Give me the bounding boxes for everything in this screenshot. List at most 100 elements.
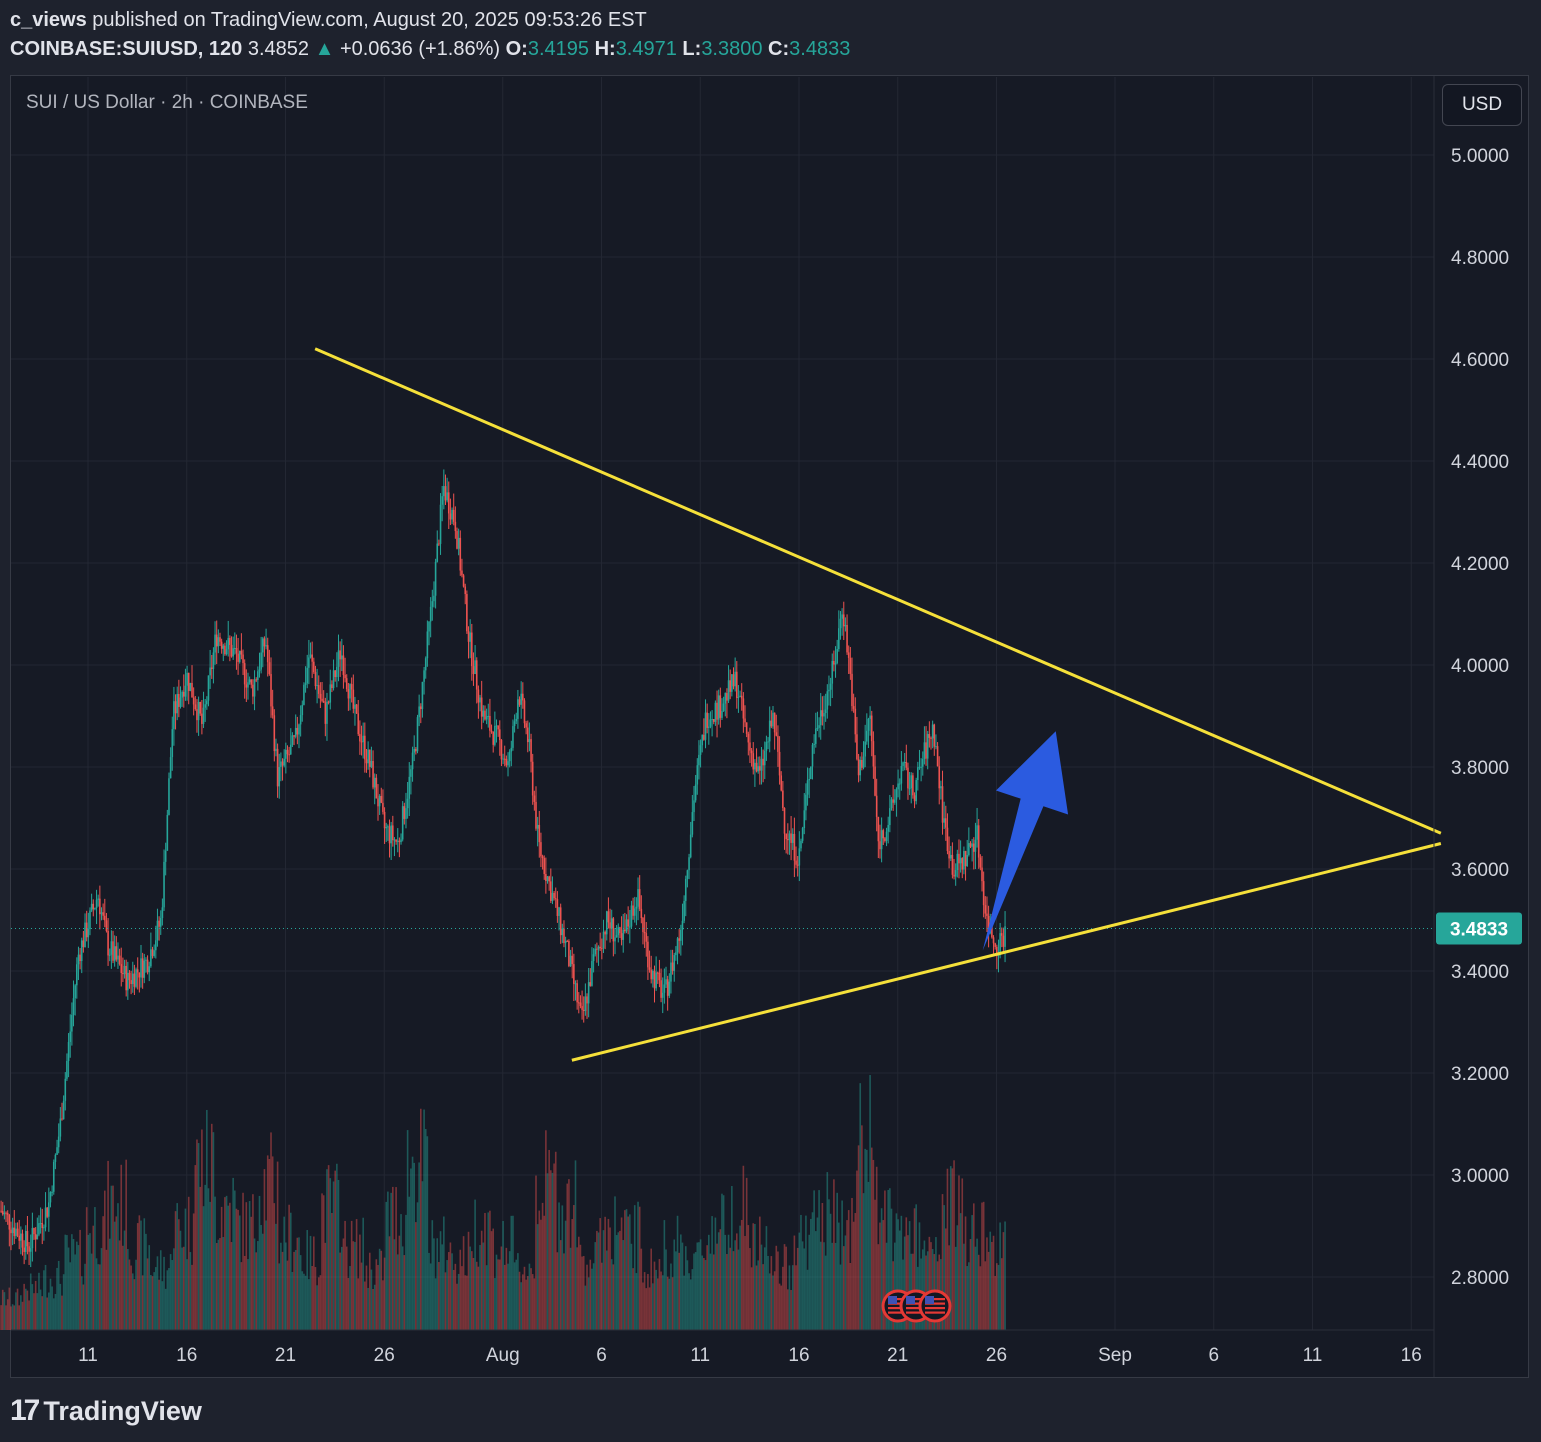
candle-body	[263, 638, 266, 647]
candle-body	[958, 853, 960, 864]
volume-bar	[525, 1279, 527, 1330]
volume-bar	[265, 1220, 267, 1330]
candle-body	[125, 965, 127, 991]
candle-body	[721, 710, 723, 718]
candle-body	[444, 486, 447, 501]
time-tick-label: 26	[374, 1345, 395, 1366]
volume-bar	[423, 1109, 425, 1330]
candle-body	[610, 918, 613, 929]
volume-bar	[471, 1251, 473, 1330]
candle-body	[324, 702, 327, 724]
volume-bar	[225, 1195, 228, 1330]
candle-body	[159, 918, 162, 927]
tradingview-logo[interactable]: 17 TradingView	[10, 1394, 202, 1428]
volume-bar	[169, 1254, 172, 1330]
volume-bar	[897, 1219, 899, 1330]
volume-bar	[87, 1234, 90, 1330]
volume-bar	[949, 1166, 952, 1330]
volume-bar	[71, 1234, 73, 1330]
volume-bar	[610, 1259, 613, 1330]
volume-bar	[974, 1246, 977, 1330]
chart-legend[interactable]: SUI / US Dollar · 2h · COINBASE	[26, 92, 308, 113]
candle-body	[935, 746, 937, 748]
volume-bar	[895, 1213, 898, 1330]
candle-body	[16, 1228, 19, 1236]
volume-bar	[714, 1217, 717, 1330]
volume-bar	[594, 1242, 597, 1330]
candle-body	[451, 509, 453, 520]
candle-body	[821, 710, 824, 717]
candle-body	[940, 786, 942, 789]
candle-body	[285, 749, 287, 759]
candle-body	[787, 839, 789, 841]
candle-body	[647, 941, 649, 968]
volume-bar	[332, 1181, 335, 1330]
candle-body	[969, 843, 972, 847]
volume-bar	[601, 1262, 603, 1330]
flag-stripe	[925, 1311, 945, 1314]
volume-bar	[462, 1236, 465, 1330]
currency-button[interactable]: USD	[1442, 84, 1522, 126]
volume-bar	[890, 1208, 893, 1330]
candle-body	[403, 806, 406, 819]
volume-bar	[34, 1280, 37, 1330]
price-tick-label: 3.6000	[1451, 860, 1509, 881]
candle-body	[352, 689, 355, 709]
volume-bar	[528, 1263, 531, 1330]
volume-bar	[43, 1270, 45, 1330]
volume-bar	[46, 1297, 48, 1330]
candle-body	[678, 938, 680, 941]
candle-body	[298, 724, 300, 735]
candle-body	[836, 649, 838, 664]
candle-body	[811, 744, 814, 767]
symbol-label[interactable]: COINBASE:SUIUSD, 120	[10, 38, 243, 60]
volume-bar	[574, 1160, 577, 1330]
volume-bar	[235, 1208, 238, 1330]
price-tick-label: 3.2000	[1451, 1064, 1509, 1085]
candle-body	[79, 954, 81, 962]
candle-body	[946, 827, 949, 852]
volume-bar	[360, 1262, 363, 1330]
candle-body	[653, 970, 656, 989]
volume-bar	[663, 1220, 666, 1330]
candle-body	[791, 833, 794, 843]
candle-body	[666, 979, 669, 996]
candle-body	[242, 654, 244, 664]
volume-bar	[395, 1187, 397, 1330]
candle-body	[268, 662, 271, 675]
candle-body	[163, 861, 165, 908]
candle-body	[903, 762, 906, 764]
candle-body	[240, 650, 243, 655]
volume-bar	[553, 1163, 555, 1330]
volume-bar	[48, 1292, 50, 1330]
candle-body	[943, 818, 945, 823]
candle-body	[304, 683, 307, 685]
price-tick-label: 4.2000	[1451, 554, 1509, 575]
candle-body	[283, 758, 285, 766]
volume-bar	[441, 1244, 443, 1330]
volume-bar	[324, 1242, 327, 1330]
volume-bar	[996, 1263, 998, 1330]
candle-body	[85, 922, 88, 938]
candle-body	[385, 827, 388, 829]
author-name[interactable]: c_views	[10, 9, 87, 31]
volume-bar	[510, 1215, 513, 1330]
candle-body	[3, 1212, 6, 1215]
volume-bar	[576, 1247, 578, 1330]
volume-bar	[436, 1238, 439, 1330]
volume-bar	[602, 1230, 605, 1330]
candle-body	[522, 693, 524, 701]
volume-bar	[803, 1248, 806, 1330]
candle-body	[247, 682, 249, 688]
candle-body	[712, 719, 715, 722]
volume-bar	[584, 1285, 587, 1330]
candle-body	[920, 766, 922, 768]
candle-body	[257, 671, 259, 680]
volume-bar	[238, 1215, 241, 1330]
candle-body	[716, 702, 718, 720]
volume-bar	[303, 1273, 305, 1330]
candle-body	[831, 660, 834, 684]
volume-bar	[1000, 1258, 1003, 1330]
volume-bar	[260, 1225, 262, 1330]
